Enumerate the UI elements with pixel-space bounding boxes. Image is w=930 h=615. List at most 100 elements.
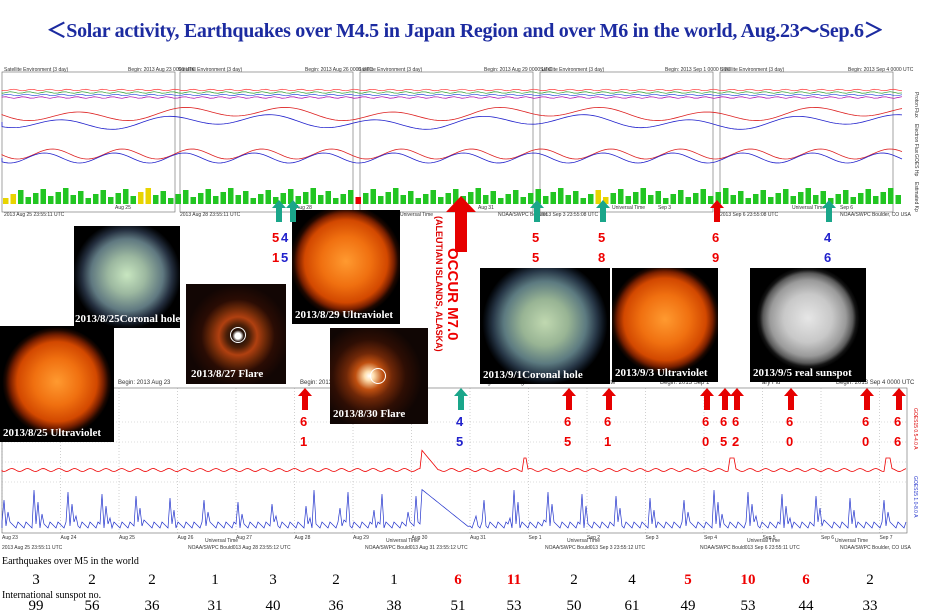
kp-bar [790, 196, 796, 204]
satellite-environment-chart [1, 71, 903, 213]
sunspot-count: 40 [265, 598, 281, 614]
kp-bar [670, 194, 676, 204]
kp-bar [198, 193, 204, 204]
kp-bar [625, 196, 631, 204]
kp-bar [430, 190, 436, 204]
sunspot-count: 50 [566, 598, 582, 614]
top-footer-0: 2013 Aug 25 23:55:11 UTC [4, 212, 65, 218]
top-header-8: Satellite Environment (3 day) [720, 67, 785, 73]
kp-bar [610, 193, 616, 204]
solar-image-sunspot-0905: 2013/9/5 real sunspot [750, 268, 866, 382]
top-marker-number: 4 [824, 230, 832, 245]
sunspot-count: 44 [798, 598, 814, 614]
kp-bar [655, 191, 661, 204]
top-footer-6: NOAA/SWPC Boulder [498, 212, 548, 218]
kp-bar [588, 194, 594, 204]
top-footer-7: 2013 Sep 3 23:55:08 UTC [540, 212, 599, 218]
date-tick-label: Aug 29 [353, 535, 369, 541]
top-footer-4: Universal Time [400, 212, 434, 218]
kp-bar [685, 197, 691, 204]
kp-bar [190, 197, 196, 204]
kp-bar [700, 189, 706, 204]
date-tick-label: Sep 4 [704, 535, 718, 541]
kp-bar [10, 194, 16, 204]
bottom-footer-6: NOAA/SWPC Bould013 Sep 3 23:55:12 UTC [545, 545, 646, 551]
electron-flux-line [1, 107, 903, 121]
earthquake-count: 6 [802, 572, 810, 588]
kp-bar [370, 189, 376, 204]
kp-bar [310, 188, 316, 204]
top-header-5: Begin: 2013 Aug 29 0000 UTC [484, 67, 552, 73]
kp-bar [715, 192, 721, 204]
kp-bar [123, 189, 129, 204]
kp-bar [288, 189, 294, 204]
kp-bar [138, 192, 144, 204]
kp-bar [85, 198, 91, 204]
top-side-label-0: Proton Flux [913, 92, 919, 118]
image-label: 2013/9/5 real sunspot [753, 367, 852, 379]
bottom-marker-number: 5 [456, 434, 464, 449]
top-marker-number: 5 [281, 250, 289, 265]
bottom-marker-arrow-icon [892, 388, 906, 415]
image-label: 2013/9/3 Ultraviolet [615, 367, 708, 379]
sunspot-count: 53 [506, 598, 522, 614]
top-header-3: Begin: 2013 Aug 26 0000 UTC [305, 67, 373, 73]
kp-bar [273, 197, 279, 204]
top-header-9: Begin: 2013 Sep 4 0000 UTC [848, 67, 914, 73]
sunspot-count: 61 [624, 598, 640, 614]
bottom-marker-number: 0 [862, 434, 870, 449]
date-tick-label: Aug 24 [60, 535, 77, 541]
image-label: 2013/9/1Coronal hole [483, 369, 583, 381]
kp-bar [160, 191, 166, 204]
kp-bar [70, 195, 76, 204]
date-tick-label: Sep 2 [587, 535, 601, 541]
kp-bar [48, 196, 54, 204]
earthquake-count: 11 [506, 572, 522, 588]
kp-bar [228, 188, 234, 204]
bottom-marker-number: 6 [786, 414, 794, 429]
electron-flux-line [1, 114, 903, 130]
earthquake-count: 10 [740, 572, 756, 588]
top-footer-11: Universal Time [792, 205, 826, 211]
bottom-footer-2: NOAA/SWPC Bould013 Aug 28 23:55:12 UTC [188, 545, 291, 551]
bottom-side-label-1: GOES15 1.0-8.0 A [912, 476, 918, 518]
bottom-side-label-0: GOES15 0.5-4.0 A [912, 408, 918, 450]
kp-bar [348, 190, 354, 204]
bottom-marker-number: 0 [786, 434, 794, 449]
kp-bar [783, 189, 789, 204]
xray-long-line [1, 449, 907, 473]
earthquake-count: 1 [390, 572, 398, 588]
earthquake-count: 5 [684, 572, 692, 588]
kp-bar [205, 189, 211, 204]
bottom-footer-4: NOAA/SWPC Bould013 Aug 31 23:55:12 UTC [365, 545, 468, 551]
earthquake-count: 6 [454, 572, 462, 588]
bottom-marker-number: 6 [894, 414, 902, 429]
kp-bar [723, 188, 729, 204]
bottom-marker-number: 6 [862, 414, 870, 429]
sunspot-count: 53 [740, 598, 756, 614]
kp-bar [280, 193, 286, 204]
kp-bar [325, 191, 331, 204]
bottom-xray-panel: Begin: 2013 Aug 23 Begin: 2013 Aug 26 Be… [0, 378, 930, 553]
earthquake-count: 2 [570, 572, 578, 588]
earthquake-count: 2 [866, 572, 874, 588]
kp-bar [55, 192, 61, 204]
top-header-0: Satellite Environment (3 day) [4, 67, 69, 73]
kp-bar [813, 195, 819, 204]
earthquake-count: 4 [628, 572, 636, 588]
kp-bar [760, 190, 766, 204]
sunspot-count: 33 [862, 598, 878, 614]
bottom-marker-number: 6 [720, 414, 728, 429]
top-marker-number: 5 [598, 230, 606, 245]
solar-image-uv-0903: 2013/9/3 Ultraviolet [612, 268, 718, 382]
kp-bar [543, 196, 549, 204]
kp-bar [78, 191, 84, 204]
top-marker-number: 6 [824, 250, 832, 265]
kp-bar [865, 189, 871, 204]
proton-flux-line [1, 96, 903, 99]
sunspot-count: 36 [328, 598, 344, 614]
kp-bar [573, 191, 579, 204]
kp-bar [243, 191, 249, 204]
top-footer-9: Sep 3 [658, 205, 672, 211]
top-marker-arrow-icon [530, 200, 544, 227]
